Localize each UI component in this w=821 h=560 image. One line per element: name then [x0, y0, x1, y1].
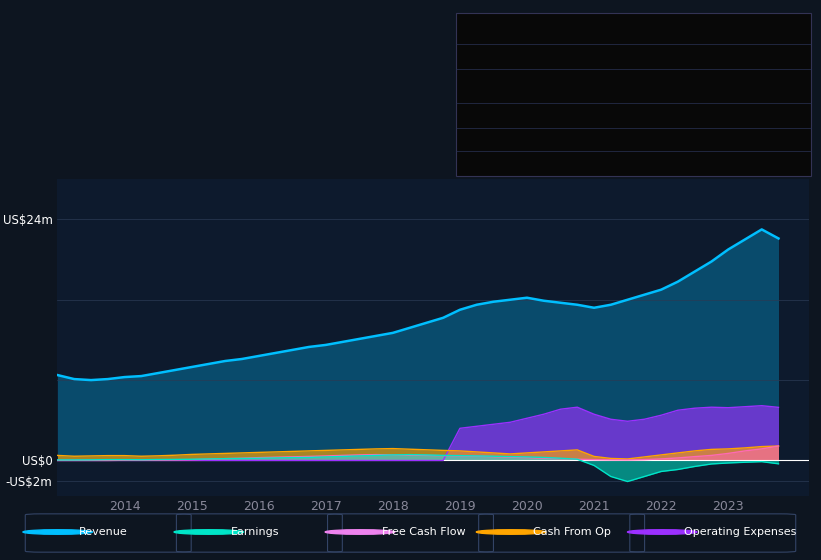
Circle shape: [476, 530, 546, 534]
Text: -US$335.025k: -US$335.025k: [612, 74, 694, 85]
Text: US$1.436m: US$1.436m: [612, 133, 679, 143]
Text: Cash From Op: Cash From Op: [533, 527, 611, 537]
Text: Oct 31 2023: Oct 31 2023: [464, 26, 544, 39]
Text: US$5.285m: US$5.285m: [612, 156, 679, 166]
Text: Free Cash Flow: Free Cash Flow: [464, 111, 542, 121]
Text: /yr: /yr: [706, 53, 720, 63]
Text: -1.5%: -1.5%: [612, 86, 644, 96]
Text: Cash From Op: Cash From Op: [464, 133, 537, 143]
Circle shape: [627, 530, 697, 534]
Circle shape: [325, 530, 395, 534]
Text: Earnings: Earnings: [231, 527, 279, 537]
Text: Operating Expenses: Operating Expenses: [684, 527, 796, 537]
Text: /yr: /yr: [706, 74, 720, 85]
Text: /yr: /yr: [706, 133, 720, 143]
Circle shape: [174, 530, 244, 534]
Circle shape: [23, 530, 93, 534]
Text: Free Cash Flow: Free Cash Flow: [382, 527, 466, 537]
Text: Earnings: Earnings: [464, 74, 509, 85]
Text: /yr: /yr: [706, 111, 720, 121]
Text: Operating Expenses: Operating Expenses: [464, 156, 569, 166]
Text: US$22.131m: US$22.131m: [612, 53, 686, 63]
Text: US$1.436m: US$1.436m: [612, 111, 679, 121]
Text: Revenue: Revenue: [80, 527, 128, 537]
Text: /yr: /yr: [706, 156, 720, 166]
Text: Revenue: Revenue: [464, 53, 509, 63]
Text: profit margin: profit margin: [644, 86, 716, 96]
